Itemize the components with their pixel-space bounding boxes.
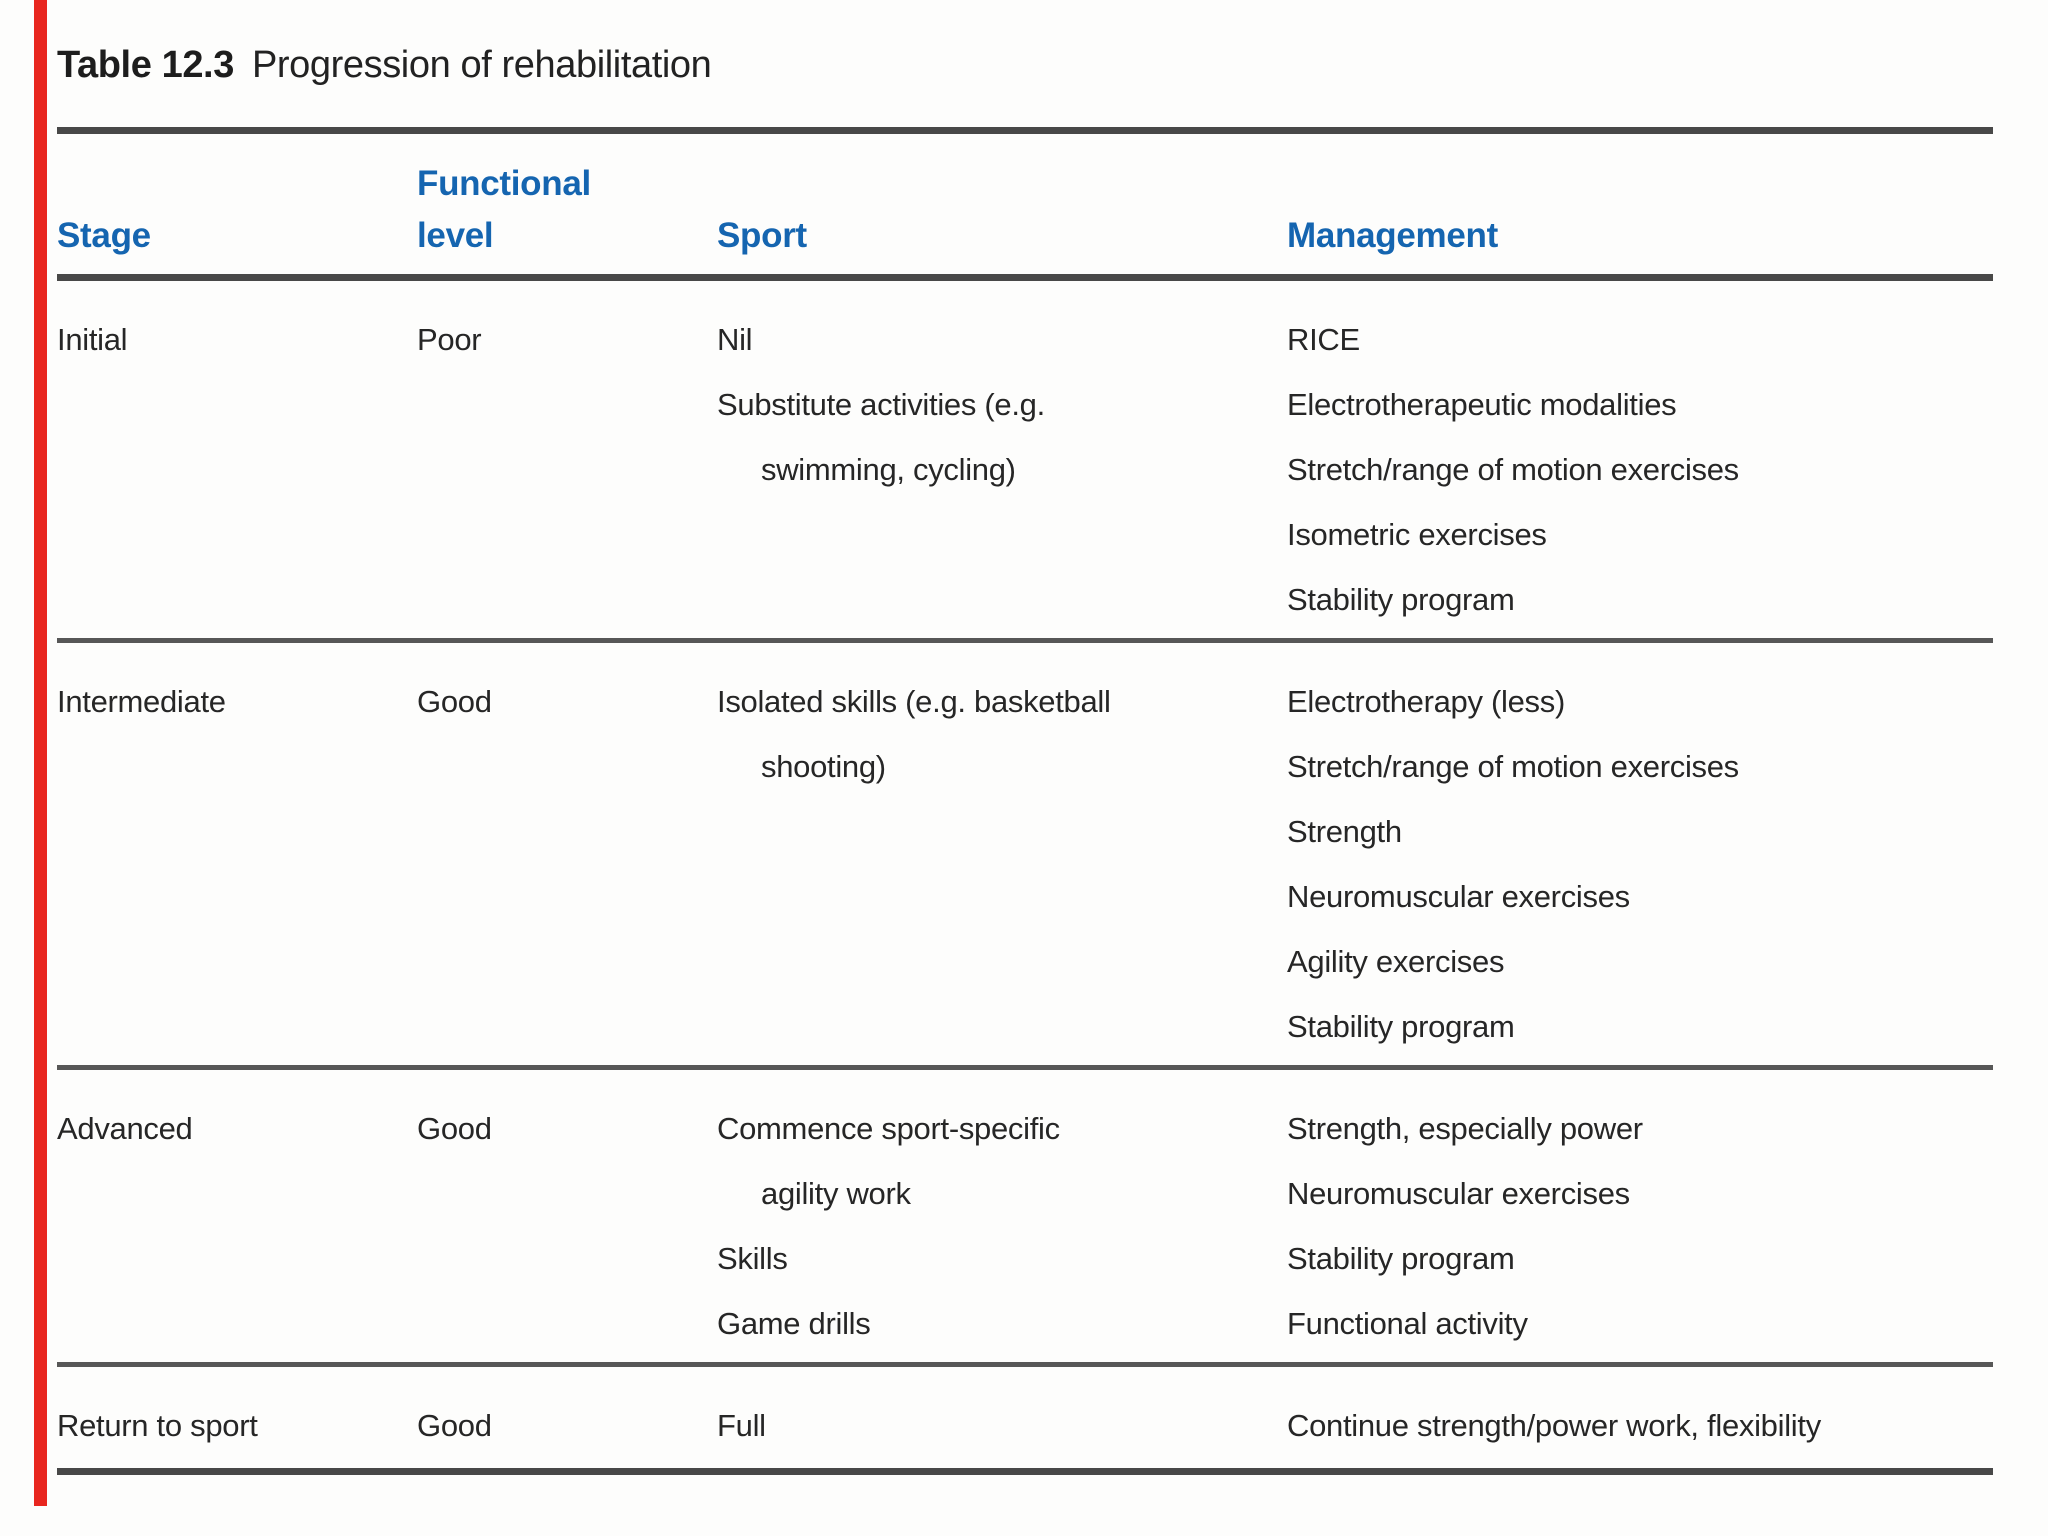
table-title: Table 12.3 Progression of rehabilitation [57,44,1993,87]
left-red-bar [34,0,47,1506]
cell-sport: Commence sport-specific agility work Ski… [717,1111,1060,1341]
header-functional-level: Functional level [417,164,591,255]
cell-stage: Advanced [57,1111,193,1146]
top-rule [57,127,1993,134]
cell-functional-level: Good [417,1111,492,1146]
header-stage: Stage [57,216,151,255]
cell-sport: Full [717,1408,766,1443]
cell-management: RICE Electrotherapeutic modalities Stret… [1287,322,1739,617]
cell-functional-level: Good [417,1408,492,1443]
cell-stage: Intermediate [57,684,226,719]
header-rule [57,274,1993,281]
cell-management: Electrotherapy (less) Stretch/range of m… [1287,684,1739,1044]
table-content: Table 12.3 Progression of rehabilitation … [57,0,1993,1475]
cell-stage: Return to sport [57,1408,258,1443]
cell-sport: Isolated skills (e.g. basketball shootin… [717,684,1111,784]
cell-functional-level: Good [417,684,492,719]
row-separator [57,1065,1993,1070]
row-separator [57,638,1993,643]
cell-management: Strength, especially power Neuromuscular… [1287,1111,1643,1341]
header-management: Management [1287,216,1498,255]
table-row-advanced: Advanced Good Commence sport-specific ag… [57,1070,1993,1362]
table-header-row: Stage Functional level Sport Management [57,134,1993,274]
header-sport: Sport [717,216,807,255]
table-row-initial: Initial Poor Nil Substitute activities (… [57,281,1993,638]
table-number: Table 12.3 [57,44,234,86]
table-row-intermediate: Intermediate Good Isolated skills (e.g. … [57,643,1993,1065]
bottom-rule [57,1468,1993,1475]
cell-sport: Nil Substitute activities (e.g. swimming… [717,322,1045,487]
cell-functional-level: Poor [417,322,482,357]
cell-stage: Initial [57,322,128,357]
cell-management: Continue strength/power work, flexibilit… [1287,1408,1821,1443]
table-row-return-to-sport: Return to sport Good Full Continue stren… [57,1367,1993,1468]
table-caption: Progression of rehabilitation [251,44,712,86]
row-separator [57,1362,1993,1367]
